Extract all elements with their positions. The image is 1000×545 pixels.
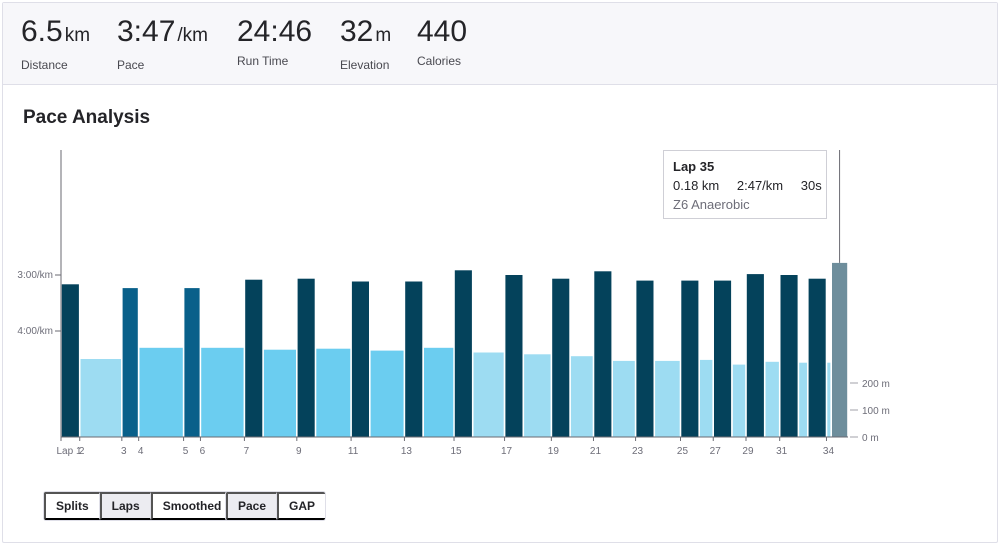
lap-bar[interactable] xyxy=(746,274,764,437)
lap-bar[interactable] xyxy=(245,279,263,437)
lap-bar[interactable] xyxy=(636,280,654,437)
tooltip-distance: 0.18 km xyxy=(673,178,720,193)
lap-bar[interactable] xyxy=(808,278,826,437)
gap-button[interactable]: GAP xyxy=(277,492,326,520)
lap-bar[interactable] xyxy=(524,354,551,437)
tooltip-time: 30s xyxy=(800,178,822,193)
stat-unit: m xyxy=(375,25,392,46)
stat-label: Pace xyxy=(117,58,145,72)
elevation-tick-label: 100 m xyxy=(862,406,890,417)
lap-bar[interactable] xyxy=(351,281,369,438)
lap-bar[interactable] xyxy=(594,271,612,437)
x-tick-label: 21 xyxy=(590,446,602,457)
lap-bar[interactable] xyxy=(61,284,79,437)
stat-value: 440 xyxy=(417,15,468,48)
x-tick-label: 4 xyxy=(138,446,144,457)
y-tick-label: 3:00/km xyxy=(17,270,53,281)
smoothed-button[interactable]: Smoothed xyxy=(150,492,232,520)
x-tick-label: 34 xyxy=(823,446,835,457)
stat-value: 24:46 xyxy=(237,15,313,48)
lap-bar[interactable] xyxy=(370,350,404,437)
stat-run-time: 24:46 Run Time xyxy=(237,15,312,68)
x-tick-label: 5 xyxy=(183,446,189,457)
section-title: Pace Analysis xyxy=(23,107,151,128)
lap-bar[interactable] xyxy=(732,364,746,437)
lap-bar[interactable] xyxy=(473,352,504,438)
lap-bar[interactable] xyxy=(655,360,680,437)
x-tick-label: 13 xyxy=(401,446,413,457)
lap-bar[interactable] xyxy=(80,359,122,437)
metric-toggle-group: Pace GAP xyxy=(225,491,327,521)
lap-bar[interactable] xyxy=(570,356,593,437)
lap-bar[interactable] xyxy=(505,275,523,437)
stat-elevation: 32 m Elevation xyxy=(340,15,391,72)
lap-bar[interactable] xyxy=(454,270,472,437)
stat-pace: 3:47/km Pace xyxy=(117,15,208,72)
elevation-tick-label: 200 m xyxy=(862,379,890,390)
stat-value: 6.5 xyxy=(21,15,63,48)
x-tick-label: 27 xyxy=(710,446,722,457)
lap-bar[interactable] xyxy=(780,275,798,437)
stat-calories: 440 Calories xyxy=(417,15,467,68)
x-tick-label: 29 xyxy=(742,446,754,457)
lap-bar[interactable] xyxy=(827,362,831,437)
x-tick-label: 7 xyxy=(244,446,250,457)
stat-distance: 6.5 km Distance xyxy=(21,15,90,72)
lap-tooltip: Lap 35 0.18 km 2:47/km 30s Z6 Anaerobic xyxy=(663,150,827,219)
stat-value: 32 xyxy=(340,15,374,48)
elevation-area xyxy=(61,435,848,437)
stat-value: 3:47 xyxy=(117,15,176,48)
view-toggle-group: Splits Laps Smoothed xyxy=(43,491,233,521)
stat-label: Run Time xyxy=(237,54,289,68)
x-tick-label: 17 xyxy=(501,446,513,457)
stat-unit: km xyxy=(64,25,91,46)
x-tick-label: Lap 1 xyxy=(56,446,81,457)
lap-bar[interactable] xyxy=(405,281,423,438)
y-tick-label: 4:00/km xyxy=(17,326,53,337)
x-tick-label: 31 xyxy=(776,446,788,457)
x-tick-label: 25 xyxy=(677,446,689,457)
lap-bar[interactable] xyxy=(122,288,138,437)
x-tick-label: 3 xyxy=(121,446,127,457)
x-tick-label: 9 xyxy=(296,446,302,457)
x-tick-label: 11 xyxy=(348,446,359,457)
splits-button[interactable]: Splits xyxy=(44,492,100,520)
lap-bar[interactable] xyxy=(714,280,732,437)
x-tick-label: 2 xyxy=(79,446,85,457)
x-tick-label: 23 xyxy=(632,446,644,457)
tooltip-lap: Lap 35 xyxy=(673,159,715,174)
tooltip-pace: 2:47/km xyxy=(736,178,784,193)
x-tick-label: 15 xyxy=(450,446,462,457)
lap-bar[interactable] xyxy=(552,278,570,437)
lap-bar[interactable] xyxy=(765,361,779,437)
tooltip-zone: Z6 Anaerobic xyxy=(673,197,750,212)
stat-label: Elevation xyxy=(340,58,390,72)
lap-bar[interactable] xyxy=(263,349,296,437)
stat-label: Calories xyxy=(417,54,462,68)
lap-bar[interactable] xyxy=(316,348,351,437)
lap-bar[interactable] xyxy=(681,280,699,437)
lap-bar[interactable] xyxy=(184,288,200,437)
lap-bar[interactable] xyxy=(832,262,848,437)
laps-button[interactable]: Laps xyxy=(99,492,151,520)
lap-bar[interactable] xyxy=(201,347,244,437)
elevation-tick-label: 0 m xyxy=(862,433,879,444)
stats-bar: 6.5 km Distance 3:47/km Pace 24:46 Run Ti… xyxy=(3,3,997,85)
lap-bar[interactable] xyxy=(799,362,807,437)
stat-unit: /km xyxy=(177,25,208,46)
lap-bar[interactable] xyxy=(424,347,454,437)
stat-label: Distance xyxy=(21,58,68,72)
lap-bar[interactable] xyxy=(613,360,635,437)
pace-button[interactable]: Pace xyxy=(226,492,278,520)
lap-bar[interactable] xyxy=(700,359,713,437)
lap-bar[interactable] xyxy=(297,278,315,437)
x-tick-label: 19 xyxy=(548,446,560,457)
x-tick-label: 6 xyxy=(200,446,206,457)
lap-bar[interactable] xyxy=(139,347,183,437)
